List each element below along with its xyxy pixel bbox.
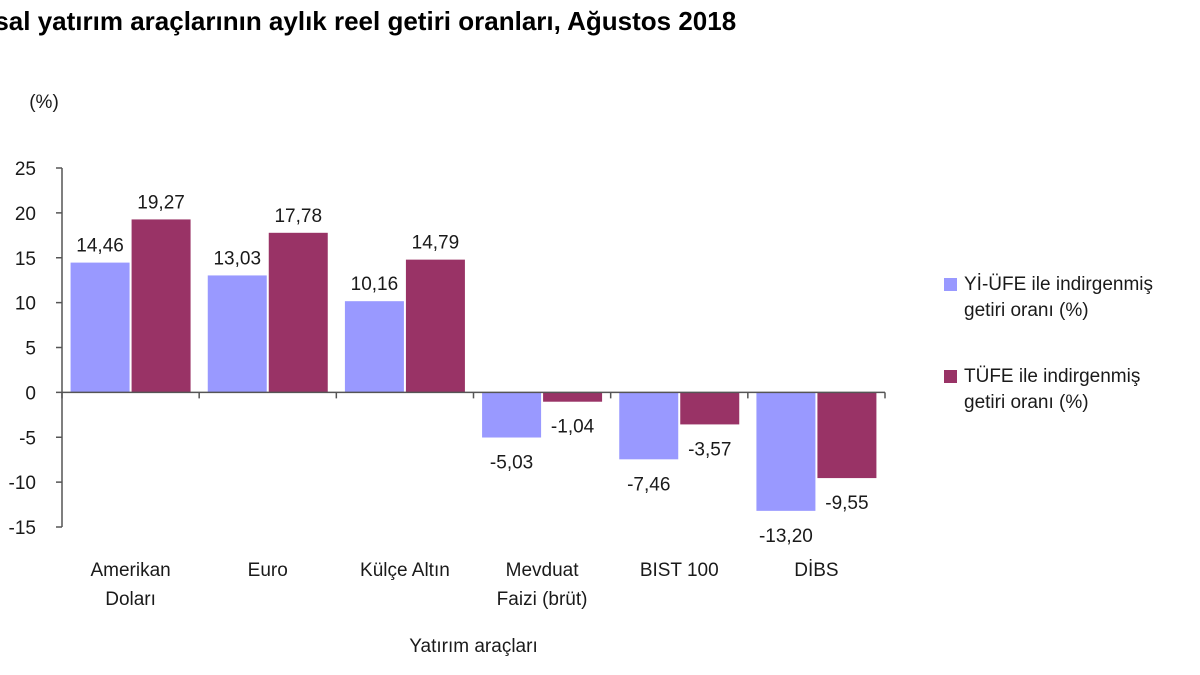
y-tick-label: 0 xyxy=(25,383,36,404)
x-category-label: Amerikan Doları xyxy=(90,560,170,610)
data-label-yi-ufe: 14,46 xyxy=(76,236,124,257)
data-label-tufe: 14,79 xyxy=(412,233,460,254)
x-category-label: BIST 100 xyxy=(640,560,719,581)
legend-swatch-tufe xyxy=(944,370,957,383)
chart-legend: Yİ-ÜFE ile indirgenmiş getiri oranı (%) … xyxy=(944,272,1200,432)
bar-yi-ufe xyxy=(619,392,678,459)
legend-swatch-yi-ufe xyxy=(944,278,957,291)
y-tick-label: 25 xyxy=(15,159,36,180)
bar-tufe xyxy=(132,219,191,392)
data-label-yi-ufe: 10,16 xyxy=(351,274,399,295)
bar-tufe xyxy=(269,233,328,393)
data-label-tufe: -9,55 xyxy=(825,493,868,514)
x-category-label: Euro xyxy=(248,560,288,581)
bar-yi-ufe xyxy=(345,301,404,392)
data-label-yi-ufe: -13,20 xyxy=(759,526,813,547)
data-label-tufe: -3,57 xyxy=(688,439,731,460)
bar-yi-ufe xyxy=(71,263,130,393)
data-label-yi-ufe: -7,46 xyxy=(627,474,670,495)
legend-label-yi-ufe: Yİ-ÜFE ile indirgenmiş getiri oranı (%) xyxy=(964,272,1200,324)
legend-label-tufe: TÜFE ile indirgenmiş getiri oranı (%) xyxy=(964,364,1200,416)
bar-yi-ufe xyxy=(208,275,267,392)
x-category-label: Mevduat Faizi (brüt) xyxy=(497,560,588,610)
y-tick-label: -15 xyxy=(9,518,36,539)
bar-yi-ufe xyxy=(482,392,541,437)
x-category-label: DİBS xyxy=(794,560,838,581)
y-tick-label: 5 xyxy=(25,339,36,360)
x-axis-title: Yatırım araçları xyxy=(409,636,537,657)
bar-tufe xyxy=(817,392,876,478)
x-category-label: Külçe Altın xyxy=(360,560,450,581)
bar-yi-ufe xyxy=(756,392,815,510)
y-tick-label: 10 xyxy=(15,294,36,315)
data-label-tufe: 19,27 xyxy=(137,192,185,213)
y-tick-label: 15 xyxy=(15,249,36,270)
data-label-tufe: -1,04 xyxy=(551,417,595,438)
bar-tufe xyxy=(406,260,465,393)
y-tick-label: -10 xyxy=(9,473,36,494)
bar-tufe xyxy=(543,392,602,401)
y-axis-label: (%) xyxy=(29,92,59,113)
y-tick-label: 20 xyxy=(15,204,36,225)
data-label-yi-ufe: -5,03 xyxy=(490,453,533,474)
data-label-yi-ufe: 13,03 xyxy=(213,248,261,269)
y-tick-label: -5 xyxy=(19,428,36,449)
data-label-tufe: 17,78 xyxy=(274,206,322,227)
bar-tufe xyxy=(680,392,739,424)
